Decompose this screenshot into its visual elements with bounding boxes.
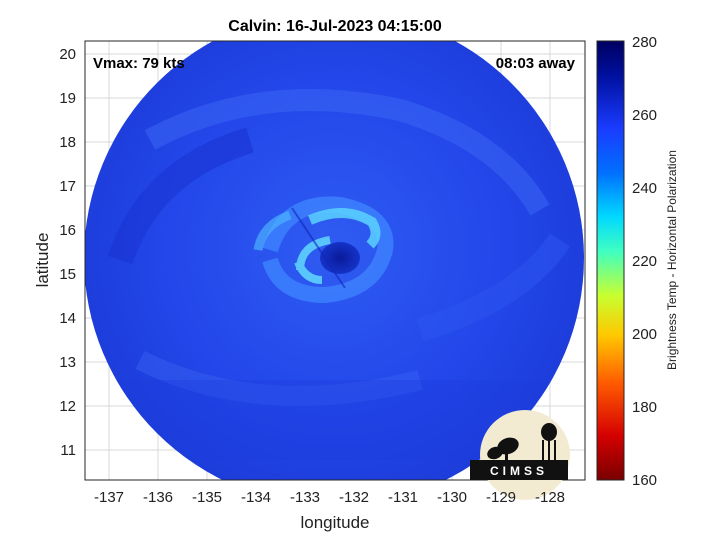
plot-frame	[84, 40, 586, 481]
y-axis: 20 19 18 17 16 15 14 13 12 11	[59, 46, 76, 459]
colorbar-tick-label: 160	[632, 472, 657, 489]
x-axis-label: longitude	[300, 513, 369, 532]
eyewall-outer	[262, 196, 394, 304]
y-tick-label: 19	[59, 90, 76, 107]
rainband-west	[107, 127, 254, 265]
colorbar-tick-label: 200	[632, 326, 657, 343]
colorbar-tick-label: 180	[632, 399, 657, 416]
colorbar-tick-label: 260	[632, 107, 657, 124]
y-tick-label: 14	[59, 310, 76, 327]
colorbar-tick-label: 220	[632, 253, 657, 270]
colorbar-gradient	[596, 40, 625, 481]
x-tick-label: -135	[192, 489, 222, 506]
colorbar-label: Brightness Temp - Horizontal Polarizatio…	[665, 150, 679, 370]
x-tick-label: -134	[241, 489, 271, 506]
eyewall-west	[253, 210, 292, 251]
colorbar-tick-label: 280	[632, 34, 657, 51]
logo-text: CIMSS	[490, 464, 548, 478]
rainband-south	[135, 351, 423, 406]
plot-title: Calvin: 16-Jul-2023 04:15:00	[228, 18, 442, 35]
y-tick-label: 20	[59, 46, 76, 63]
rainband-north	[144, 89, 550, 216]
y-axis-label: latitude	[33, 233, 52, 288]
y-tick-label: 12	[59, 398, 76, 415]
cimss-logo: CIMSS	[470, 410, 570, 500]
satellite-dish-icon	[487, 437, 519, 462]
water-tower-icon	[541, 423, 557, 462]
x-tick-label: -133	[290, 489, 320, 506]
colorbar-tick-label: 240	[632, 180, 657, 197]
scan-discontinuity	[291, 207, 346, 289]
y-tick-label: 13	[59, 354, 76, 371]
y-tick-label: 18	[59, 134, 76, 151]
x-tick-label: -137	[94, 489, 124, 506]
x-tick-label: -130	[437, 489, 467, 506]
vmax-label: Vmax: 79 kts	[93, 55, 185, 72]
logo-banner	[470, 460, 568, 480]
y-tick-label: 15	[59, 266, 76, 283]
x-tick-label: -129	[486, 489, 516, 506]
rainband-southeast	[416, 233, 570, 342]
microwave-swath	[85, 41, 584, 480]
y-tick-label: 16	[59, 222, 76, 239]
y-tick-label: 17	[59, 178, 76, 195]
time-away-label: 08:03 away	[496, 55, 576, 72]
colorbar: 280 260 240 220 200 180 160 Brightness T…	[596, 34, 679, 489]
y-tick-label: 11	[60, 442, 76, 459]
x-axis: -137 -136 -135 -134 -133 -132 -131 -130 …	[94, 489, 565, 506]
eyewall-spiral-arm	[294, 236, 331, 284]
x-tick-label: -136	[143, 489, 173, 506]
x-tick-label: -132	[339, 489, 369, 506]
x-tick-label: -131	[388, 489, 418, 506]
x-tick-label: -128	[535, 489, 565, 506]
eyewall-cyan-arc	[308, 207, 381, 249]
